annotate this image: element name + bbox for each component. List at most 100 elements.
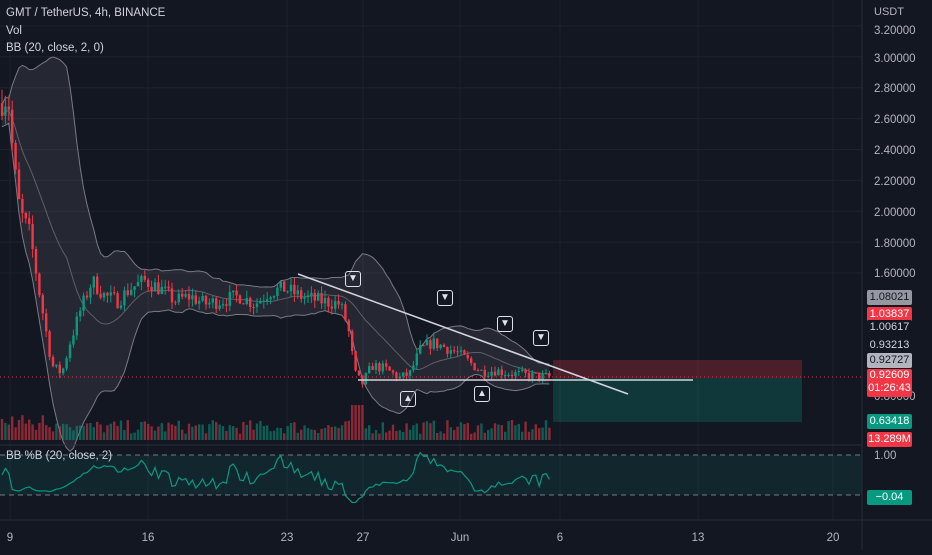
volume-bar (480, 423, 483, 440)
candle-body (402, 372, 405, 377)
candlesticks (0, 89, 551, 388)
volume-bar (58, 426, 61, 440)
candle-body (419, 345, 422, 354)
candle-body (133, 286, 136, 290)
volume-bar (272, 430, 276, 440)
volume-bar (194, 425, 197, 440)
candle-body (113, 292, 116, 294)
candle-body (51, 356, 55, 367)
band-lower (1, 122, 550, 452)
volume-bar (51, 431, 55, 440)
candle-body (521, 369, 524, 371)
volume-bar (446, 420, 449, 440)
volume-bar (11, 416, 14, 440)
drawings[interactable] (0, 273, 862, 422)
candle-body (38, 273, 41, 296)
time-axis-label: 23 (281, 532, 294, 544)
volume-bar (487, 429, 490, 440)
volume-bar (408, 429, 412, 440)
volume-bar (514, 425, 517, 440)
volume-bar (344, 421, 347, 440)
pct-b-value-tag: −0.04 (867, 490, 912, 505)
candle-body (266, 299, 269, 301)
bollinger-band (1, 56, 550, 452)
volume-bar (473, 432, 476, 440)
price-tick-label: 2.40000 (874, 145, 916, 157)
volume-bar (235, 427, 238, 440)
volume-bar (113, 421, 116, 440)
candle-body (225, 304, 228, 306)
thumbs-up-icon[interactable]: ▲ (400, 391, 416, 407)
pct-b-panel (0, 451, 862, 504)
volume-bar (106, 425, 109, 440)
price-tag: 13.289M (867, 432, 912, 447)
thumbs-down-icon[interactable]: ▼ (437, 290, 453, 306)
volume-bar (119, 420, 123, 440)
volume-bar (347, 420, 350, 440)
volume-bar (198, 424, 201, 440)
candle-body (99, 293, 102, 298)
candle-body (24, 212, 27, 219)
volume-bar (245, 424, 248, 440)
band-fill (2, 56, 550, 452)
pct-b-legend[interactable]: BB %B (20, close, 2) (6, 450, 113, 462)
candle-body (368, 366, 371, 374)
thumbs-down-icon[interactable]: ▼ (345, 271, 361, 287)
volume-bar (147, 423, 150, 440)
volume-bar (55, 423, 58, 440)
price-tick-label: 1.60000 (874, 268, 916, 280)
volume-bar (483, 432, 486, 440)
price-tag: 1.08021 (867, 290, 912, 305)
vol-legend[interactable]: Vol (6, 25, 22, 37)
volume-bar (337, 427, 340, 440)
time-axis-label: 9 (7, 532, 13, 544)
volume-bar (279, 427, 282, 440)
candle-body (262, 300, 265, 302)
volume-bar (306, 428, 310, 440)
volume-bar (364, 428, 367, 440)
price-tick-label: 2.00000 (874, 207, 916, 219)
candle-body (191, 295, 194, 300)
volume-bar (266, 425, 269, 440)
candle-body (388, 366, 391, 371)
volume-bar (293, 422, 296, 440)
volume-bar (334, 426, 337, 440)
pct-b-line (1, 451, 550, 504)
candle-body (272, 295, 276, 298)
volume-bar (187, 423, 191, 440)
candle-body (174, 302, 177, 304)
candle-body (242, 303, 245, 305)
candle-body (187, 294, 191, 300)
candle-body (235, 290, 238, 296)
candle-body (436, 338, 439, 349)
bb-legend[interactable]: BB (20, close, 2, 0) (6, 42, 104, 54)
thumbs-down-icon[interactable]: ▼ (533, 330, 549, 346)
volume-bar (453, 430, 456, 440)
price-tick-label: 3.20000 (874, 25, 916, 37)
candle-body (249, 298, 252, 308)
candle-body (7, 106, 10, 110)
candle-body (439, 344, 442, 349)
candle-body (245, 298, 248, 304)
thumbs-down-icon[interactable]: ▼ (497, 316, 513, 332)
candle-body (208, 302, 211, 305)
volume-bar (317, 432, 320, 440)
pct-tick-label: 1.00 (874, 450, 896, 462)
candle-body (45, 313, 48, 332)
volume-bar (323, 427, 327, 440)
candle-body (164, 286, 167, 288)
candle-body (357, 370, 361, 376)
volume-bar (269, 431, 272, 440)
volume-bar (504, 431, 507, 440)
candle-body (48, 331, 51, 357)
price-tag: 1.00617 (867, 320, 912, 335)
candle-body (449, 350, 452, 354)
candle-body (286, 291, 289, 293)
symbol-legend[interactable]: GMT / TetherUS, 4h, BINANCE (6, 7, 166, 19)
thumbs-up-icon[interactable]: ▲ (474, 386, 490, 402)
volume-bar (357, 405, 361, 440)
volume-bar (439, 431, 442, 440)
